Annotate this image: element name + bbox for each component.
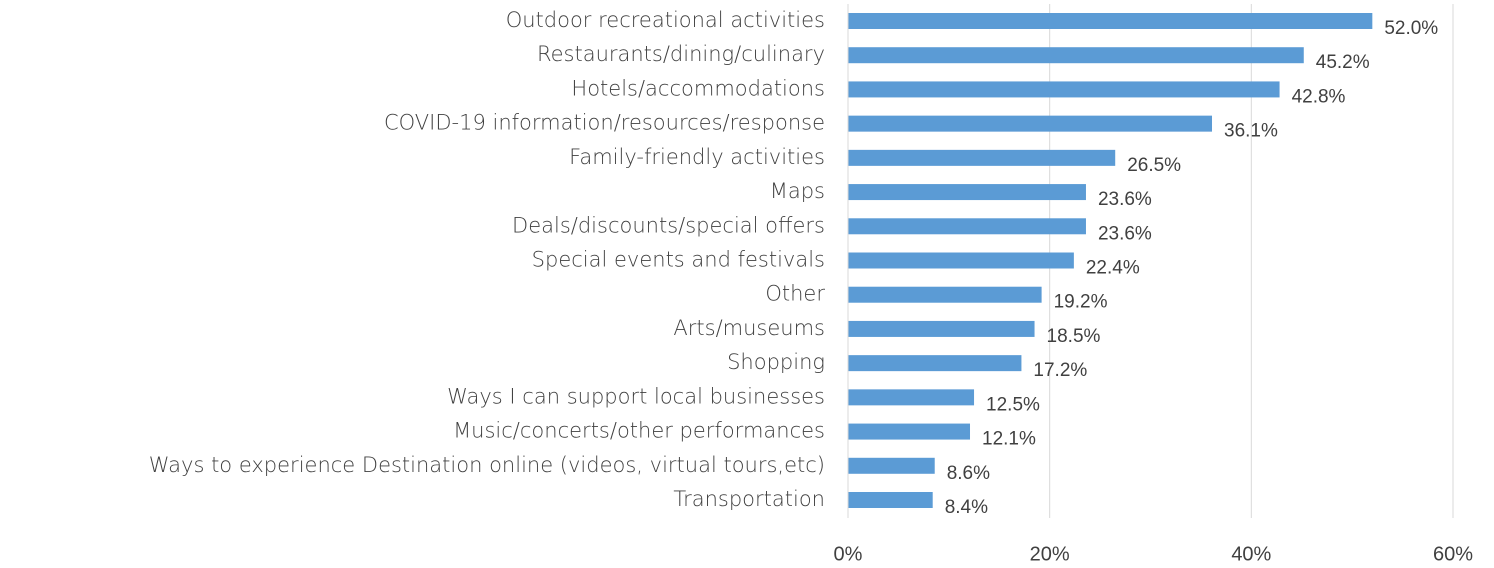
value-label: 8.6% xyxy=(947,463,990,484)
x-tick-label: 0% xyxy=(834,543,863,565)
bar xyxy=(848,115,1213,132)
category-label: COVID-19 information/resources/response xyxy=(384,111,825,135)
bar xyxy=(848,286,1042,303)
category-label: Ways to experience Destination online (v… xyxy=(149,453,825,477)
category-label: Outdoor recreational activities xyxy=(506,8,825,32)
value-label: 45.2% xyxy=(1316,52,1370,73)
bar xyxy=(848,13,1373,29)
bar xyxy=(848,423,971,440)
category-label: Family-friendly activities xyxy=(569,145,825,169)
category-label: Music/concerts/other performances xyxy=(453,419,825,443)
category-label: Arts/museums xyxy=(673,316,825,340)
bar xyxy=(848,184,1086,201)
category-label: Ways I can support local businesses xyxy=(447,384,825,408)
value-label: 8.4% xyxy=(945,497,988,518)
value-label: 19.2% xyxy=(1054,292,1108,313)
bar xyxy=(848,218,1086,235)
bar xyxy=(848,355,1022,372)
x-tick-label: 20% xyxy=(1030,543,1070,565)
category-label: Restaurants/dining/culinary xyxy=(537,42,825,66)
value-label: 36.1% xyxy=(1224,121,1278,142)
value-label: 12.1% xyxy=(982,429,1036,450)
bar xyxy=(848,320,1035,337)
x-tick-label: 40% xyxy=(1231,543,1271,565)
bar xyxy=(848,81,1280,98)
category-label: Deals/discounts/special offers xyxy=(512,213,825,237)
value-label: 18.5% xyxy=(1047,326,1101,347)
value-label: 23.6% xyxy=(1098,223,1152,244)
bar xyxy=(848,47,1304,64)
category-label: Other xyxy=(765,282,825,306)
bar xyxy=(848,252,1074,269)
bar xyxy=(848,389,975,406)
category-label: Maps xyxy=(770,179,825,203)
value-label: 22.4% xyxy=(1086,258,1140,279)
category-label: Hotels/accommodations xyxy=(571,76,825,100)
bar xyxy=(848,149,1116,166)
value-label: 26.5% xyxy=(1127,155,1181,176)
value-label: 17.2% xyxy=(1033,360,1087,381)
value-label: 52.0% xyxy=(1384,18,1438,39)
category-label: Special events and festivals xyxy=(532,248,825,272)
value-label: 23.6% xyxy=(1098,189,1152,210)
x-tick-label: 60% xyxy=(1433,543,1473,565)
bar xyxy=(848,457,935,474)
bar xyxy=(848,492,933,508)
category-label: Transportation xyxy=(673,487,825,511)
value-label: 42.8% xyxy=(1292,86,1346,107)
category-label: Shopping xyxy=(727,350,825,374)
value-label: 12.5% xyxy=(986,394,1040,415)
